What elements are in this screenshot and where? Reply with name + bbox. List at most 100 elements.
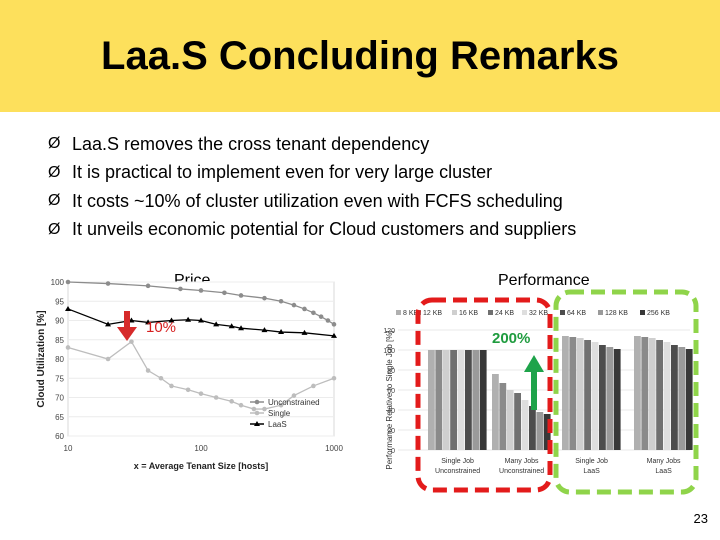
line-chart-y-tick: 70: [55, 394, 64, 403]
bar-256kb: [685, 349, 693, 450]
bar-8kb: [634, 336, 641, 450]
line-point-laas: [278, 329, 285, 335]
bar-chart-y-tick: 80: [387, 368, 395, 375]
line-point-unconstrained: [278, 298, 284, 304]
bar-legend-label: 64 KB: [567, 310, 586, 317]
bar-12kb: [569, 337, 577, 450]
unconstrained-highlight-box: [415, 297, 553, 493]
legend-marker: [254, 399, 260, 405]
line-point-unconstrained: [105, 281, 111, 286]
line-series-laas: [67, 308, 335, 337]
bar-category-label: Many Jobs: [647, 458, 681, 465]
line-point-single: [105, 356, 111, 362]
bar-category-label: Unconstrained: [435, 468, 480, 475]
bar-12kb: [435, 350, 443, 450]
line-point-unconstrained: [325, 318, 331, 323]
line-point-laas: [238, 325, 245, 331]
line-point-laas: [213, 321, 220, 327]
legend-marker: [254, 421, 260, 426]
line-point-single: [311, 383, 316, 389]
bar-legend-label: 256 KB: [647, 310, 670, 317]
bar-legend-label: 128 KB: [605, 310, 628, 317]
line-point-unconstrained: [65, 279, 71, 285]
bar-128kb: [472, 350, 480, 450]
line-point-laas: [261, 327, 268, 333]
up-arrow-shaft: [531, 370, 537, 410]
line-point-unconstrained: [291, 302, 297, 308]
line-point-single: [238, 402, 244, 408]
line-point-laas: [228, 323, 235, 329]
bar-legend-swatch: [522, 310, 527, 315]
line-point-laas: [65, 305, 71, 311]
bar-category-label: Single Job: [575, 458, 608, 465]
up-arrow-head-icon: [524, 355, 544, 372]
page-number: 23: [693, 511, 708, 526]
line-point-laas: [301, 329, 308, 335]
bullet-item: Ø It is practical to implement even for v…: [48, 159, 708, 188]
bar-32kb: [457, 350, 465, 450]
line-point-single: [262, 406, 267, 412]
bar-16kb: [506, 390, 514, 450]
bar-16kb: [576, 338, 584, 450]
bar-chart-y-tick: 20: [387, 428, 395, 435]
bullet-text: It is practical to implement even for ve…: [72, 162, 493, 183]
line-chart-y-tick: 60: [55, 432, 64, 441]
bar-legend-swatch: [640, 310, 645, 315]
bar-legend-swatch: [488, 310, 493, 315]
bullet-item: Ø Laa.S removes the cross tenant dependen…: [48, 130, 708, 159]
down-arrow-shaft: [124, 311, 130, 329]
bar-64kb: [465, 350, 472, 450]
bar-chart-y-tick: 120: [383, 328, 395, 335]
line-chart-y-tick: 85: [55, 336, 64, 345]
line-chart-x-label: x = Average Tenant Size [hosts]: [134, 461, 268, 471]
bar-category-label: LaaS: [583, 468, 600, 475]
arrow-bullet-icon: Ø: [48, 192, 61, 210]
line-chart-y-tick: 100: [51, 278, 65, 287]
line-chart-y-tick: 90: [55, 317, 64, 326]
bullet-list: Ø Laa.S removes the cross tenant dependen…: [48, 130, 708, 244]
legend-marker: [254, 410, 260, 416]
legend-label: Unconstrained: [268, 398, 320, 407]
bar-category-label: Many Jobs: [505, 458, 539, 465]
line-point-single: [169, 383, 174, 389]
line-point-laas: [185, 316, 192, 322]
bar-legend-swatch: [598, 310, 603, 315]
bar-24kb: [450, 350, 457, 450]
line-chart-y-tick: 75: [55, 374, 64, 383]
bar-16kb: [442, 350, 450, 450]
bar-chart-y-label: Performance Relative to Single Job [%]: [385, 330, 394, 469]
bar-64kb: [529, 406, 536, 450]
bar-legend-label: 16 KB: [459, 310, 478, 317]
line-point-unconstrained: [311, 310, 316, 316]
line-point-unconstrained: [222, 290, 227, 296]
line-point-single: [158, 375, 164, 381]
bar-256kb: [479, 350, 487, 450]
bar-24kb: [514, 393, 521, 450]
bullet-item: Ø It costs ~10% of cluster utilization ev…: [48, 187, 708, 216]
bar-chart-y-tick: 100: [383, 348, 395, 355]
line-point-single: [185, 387, 191, 393]
line-point-laas: [168, 317, 175, 323]
line-point-single: [278, 402, 284, 408]
bar-8kb: [492, 374, 499, 450]
line-point-unconstrained: [145, 283, 151, 289]
bar-legend-swatch: [396, 310, 401, 315]
line-point-unconstrained: [302, 306, 307, 312]
performance-annotation: 200%: [492, 330, 530, 347]
bar-legend-label: 8 KB: [403, 310, 419, 317]
bar-legend-label: 12 KB: [423, 310, 442, 317]
line-point-laas: [331, 332, 337, 338]
bar-8kb: [428, 350, 435, 450]
bullet-item: Ø It unveils economic potential for Cloud…: [48, 216, 708, 245]
line-point-laas: [198, 317, 204, 323]
line-point-single: [291, 393, 297, 398]
bar-category-label: LaaS: [655, 468, 672, 475]
line-point-unconstrained: [238, 293, 244, 298]
laas-highlight-box: [553, 289, 699, 495]
bullet-text: It unveils economic potential for Cloud …: [72, 219, 577, 240]
line-chart-y-tick: 80: [55, 355, 64, 364]
arrow-bullet-icon: Ø: [48, 220, 61, 238]
arrow-bullet-icon: Ø: [48, 135, 61, 153]
line-point-single: [229, 399, 234, 404]
